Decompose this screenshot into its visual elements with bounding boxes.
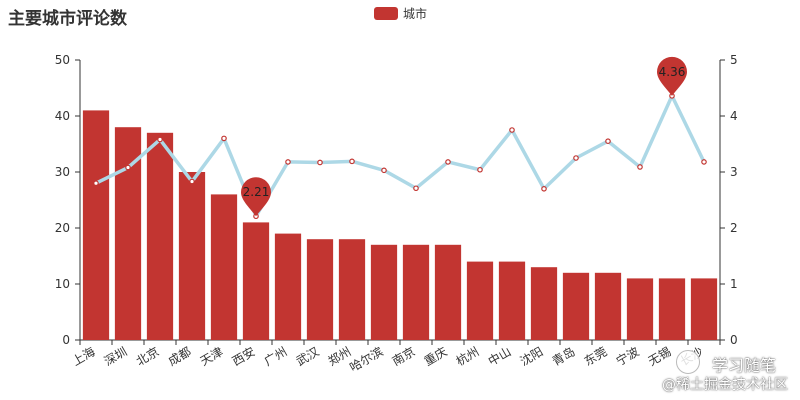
x-tick-label: 无锡 bbox=[645, 344, 673, 369]
x-tick-label: 西安 bbox=[229, 344, 257, 369]
markpoint-pin bbox=[657, 56, 687, 96]
y-left-tick-label: 30 bbox=[55, 165, 70, 179]
line-point bbox=[637, 164, 643, 170]
x-tick-label: 重庆 bbox=[422, 344, 450, 368]
y-left-tick-label: 0 bbox=[62, 333, 70, 347]
line-point bbox=[125, 164, 131, 171]
line-point bbox=[221, 135, 227, 142]
x-tick-label: 青岛 bbox=[549, 344, 577, 369]
line-point bbox=[93, 180, 99, 187]
line-point bbox=[541, 186, 547, 192]
line-point bbox=[349, 158, 355, 165]
line-point bbox=[573, 155, 579, 161]
bar bbox=[178, 172, 206, 340]
bar bbox=[274, 233, 302, 340]
bar bbox=[146, 132, 174, 340]
x-tick-label: 深圳 bbox=[102, 344, 130, 368]
y-left-tick-label: 10 bbox=[55, 277, 70, 291]
bar bbox=[658, 278, 686, 340]
bar bbox=[626, 278, 654, 340]
line-point bbox=[285, 159, 291, 165]
bar bbox=[402, 244, 430, 340]
y-right-tick-label: 1 bbox=[730, 277, 738, 291]
x-tick-label: 东莞 bbox=[582, 344, 610, 368]
x-tick-label: 广州 bbox=[262, 344, 290, 368]
y-left-tick-label: 40 bbox=[55, 109, 70, 123]
bar bbox=[434, 244, 462, 340]
bar bbox=[242, 222, 270, 340]
y-right-tick-label: 0 bbox=[730, 333, 738, 347]
bar bbox=[530, 267, 558, 340]
bar bbox=[594, 272, 622, 340]
bar bbox=[690, 278, 718, 340]
y-right-tick-label: 2 bbox=[730, 221, 738, 235]
legend-swatch bbox=[374, 7, 398, 20]
markpoint-label: 4.36 bbox=[659, 65, 686, 79]
x-tick-label: 北京 bbox=[134, 344, 162, 368]
bar bbox=[338, 239, 366, 340]
bar bbox=[466, 261, 494, 340]
bar bbox=[114, 127, 142, 340]
y-right-tick-label: 3 bbox=[730, 165, 738, 179]
markpoint-label: 2.21 bbox=[243, 185, 270, 199]
x-tick-label: 武汉 bbox=[294, 344, 322, 368]
bar bbox=[498, 261, 526, 340]
line-point bbox=[445, 159, 451, 165]
bar bbox=[82, 110, 110, 341]
legend[interactable]: 城市 bbox=[374, 5, 427, 22]
bar bbox=[562, 272, 590, 340]
bar bbox=[306, 239, 334, 340]
x-tick-label: 上海 bbox=[69, 344, 97, 369]
line-point bbox=[477, 166, 483, 173]
x-tick-label: 杭州 bbox=[453, 344, 481, 369]
line-point bbox=[157, 136, 163, 143]
y-left-tick-label: 50 bbox=[55, 53, 70, 67]
x-tick-label: 沈阳 bbox=[517, 344, 545, 369]
y-right-tick-label: 4 bbox=[730, 109, 738, 123]
x-tick-label: 宁波 bbox=[613, 344, 641, 369]
line-point bbox=[701, 159, 707, 165]
bar bbox=[210, 194, 238, 340]
y-left-tick-label: 20 bbox=[55, 221, 70, 235]
line-point bbox=[317, 159, 323, 166]
x-tick-label: 天津 bbox=[198, 344, 226, 368]
markpoint-pin bbox=[241, 177, 271, 217]
x-tick-label: 哈尔滨 bbox=[347, 344, 386, 375]
x-tick-label: 南京 bbox=[389, 344, 417, 369]
line-series bbox=[95, 94, 706, 218]
line-point bbox=[381, 167, 387, 174]
x-tick-label: 成都 bbox=[166, 344, 194, 368]
x-tick-label: 中山 bbox=[485, 344, 513, 369]
line-point bbox=[605, 138, 611, 145]
y-right-tick-label: 5 bbox=[730, 53, 738, 67]
chart-title: 主要城市评论数 bbox=[8, 9, 127, 29]
line-point bbox=[413, 185, 419, 192]
watermark-line1: 学习随笔 bbox=[711, 356, 776, 375]
line-point bbox=[189, 178, 195, 185]
line-point bbox=[509, 127, 515, 133]
bar bbox=[370, 244, 398, 340]
watermark-logo-icon bbox=[676, 350, 700, 374]
watermark-line2: @稀土掘金技术社区 bbox=[662, 377, 788, 393]
legend-label: 城市 bbox=[403, 7, 428, 21]
